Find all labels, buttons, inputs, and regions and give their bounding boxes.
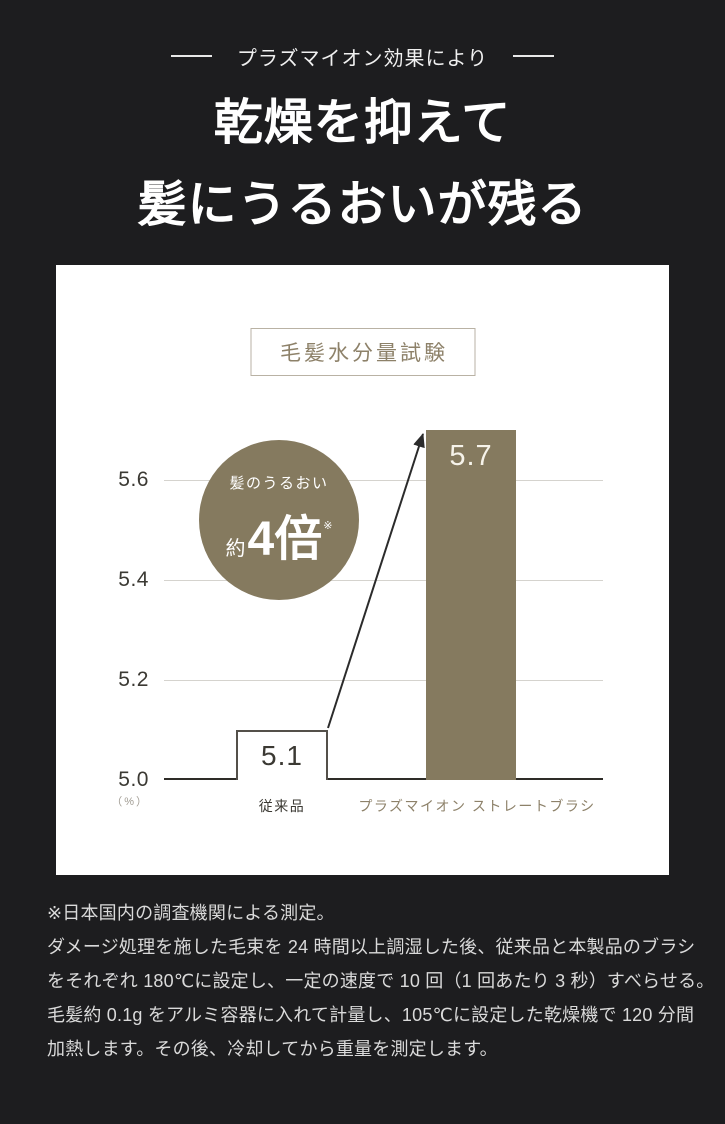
y-tick-5-0: 5.0 [118, 768, 149, 791]
x-label-conventional: 従来品 [258, 798, 306, 814]
footnote-line: ※日本国内の調査機関による測定。 [47, 903, 335, 923]
page-title: 乾燥を抑えて 髪にうるおいが残る [0, 82, 725, 246]
y-axis-unit-label: （%） [111, 796, 149, 808]
promo-page: プラズマイオン効果により 乾燥を抑えて 髪にうるおいが残る 毛髪水分量試験 5.… [0, 44, 725, 1124]
bar-plasma-ion: 5.7 [426, 430, 516, 780]
eyebrow-right-rule [513, 55, 555, 57]
badge-value-row: 約 4倍 ※ [226, 499, 333, 569]
eyebrow-text: プラズマイオン効果により [236, 47, 489, 70]
footnote-line: をそれぞれ 180℃に設定し、一定の速度で 10 回（1 回あたり 3 秒）すべ… [47, 971, 715, 991]
y-tick-5-4: 5.4 [118, 568, 149, 591]
y-tick-5-6: 5.6 [118, 468, 149, 491]
gridline-5-2 [164, 680, 603, 681]
footnote-line: 加熱します。その後、冷却してから重量を測定します。 [47, 1039, 498, 1059]
badge-approx-prefix: 約 [225, 537, 246, 560]
bar-conventional-value: 5.1 [261, 740, 303, 771]
moisture-badge: 髪のうるおい 約 4倍 ※ [199, 440, 359, 600]
bar-plasma-ion-value: 5.7 [449, 440, 493, 472]
eyebrow: プラズマイオン効果により [0, 44, 725, 70]
y-tick-5-2: 5.2 [118, 668, 149, 691]
page-title-line1: 乾燥を抑えて [213, 96, 512, 150]
footnote-line: 毛髪約 0.1g をアルミ容器に入れて計量し、105℃に設定した乾燥機で 120… [47, 1005, 695, 1025]
badge-note-mark: ※ [323, 519, 333, 532]
chart-title: 毛髪水分量試験 [250, 328, 475, 376]
footnote-line: ダメージ処理を施した毛束を 24 時間以上調湿した後、従来品と本製品のブラシ [47, 937, 696, 957]
chart-card: 毛髪水分量試験 5.6 5.4 5.2 5.0 （%） 5.1 5.7 髪のうる… [56, 265, 669, 875]
badge-value: 4倍 [247, 512, 323, 566]
bar-conventional: 5.1 [236, 730, 328, 780]
page-title-line2: 髪にうるおいが残る [137, 178, 588, 232]
x-axis-line [164, 778, 603, 780]
eyebrow-left-rule [170, 55, 212, 57]
badge-top-label: 髪のうるおい [229, 474, 329, 492]
x-label-plasma-ion: プラズマイオン ストレートブラシ [358, 798, 596, 814]
footnote: ※日本国内の調査機関による測定。 ダメージ処理を施した毛束を 24 時間以上調湿… [47, 896, 725, 1066]
